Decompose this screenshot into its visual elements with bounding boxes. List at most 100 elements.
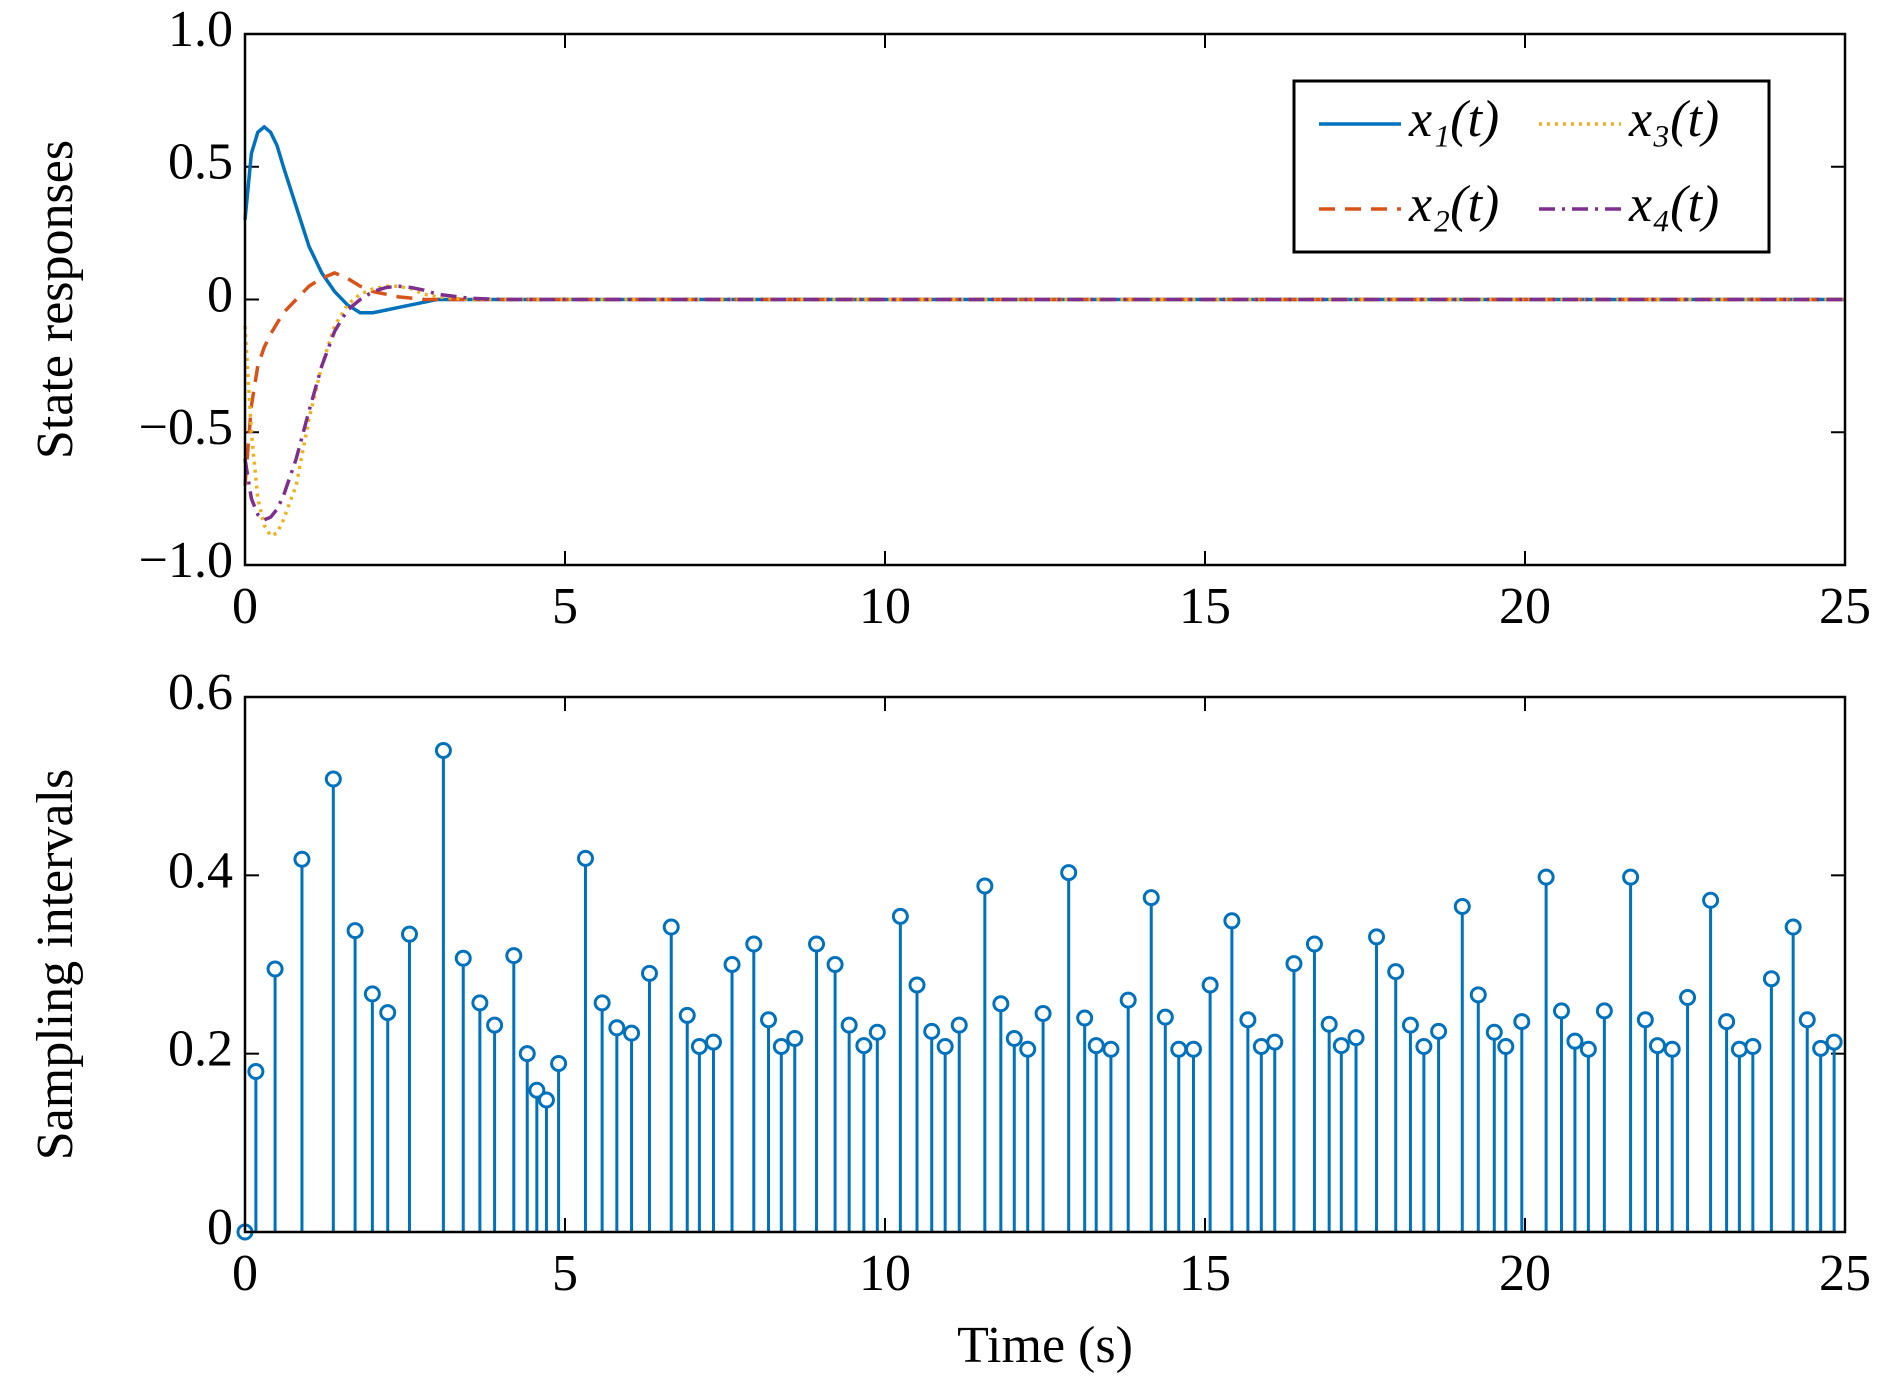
y-tick-label: 0.2 <box>168 1021 233 1078</box>
axes-frame <box>243 695 1847 1234</box>
stem-marker <box>1762 970 1780 988</box>
stem-marker <box>976 877 994 895</box>
stem-marker <box>528 1081 546 1099</box>
stem-marker <box>1102 1040 1120 1058</box>
stem-marker <box>1019 1040 1037 1058</box>
stem-marker <box>537 1091 555 1109</box>
stem-marker <box>1744 1038 1762 1056</box>
x-axis-label: Time (s) <box>957 1317 1133 1374</box>
stem-marker <box>1636 1011 1654 1029</box>
stem-marker <box>1239 1011 1257 1029</box>
stem-marker <box>1812 1039 1830 1057</box>
stem-marker <box>1368 928 1386 946</box>
stem-marker <box>1798 1011 1816 1029</box>
stem-marker <box>1566 1032 1584 1050</box>
stem-marker <box>1119 991 1137 1009</box>
stem-marker <box>1622 868 1640 886</box>
legend-label: x₄(t) <box>1628 176 1719 233</box>
stem-marker <box>1170 1040 1188 1058</box>
stem-marker <box>923 1022 941 1040</box>
stem-marker <box>786 1030 804 1048</box>
stem-marker <box>1648 1037 1666 1055</box>
stem-marker <box>1320 1015 1338 1033</box>
y-axis-label: State responses <box>27 140 84 459</box>
stem-marker <box>576 849 594 867</box>
x-tick-label: 25 <box>1819 578 1871 635</box>
stem-marker <box>623 1024 641 1042</box>
stem-marker <box>486 1016 504 1034</box>
x-tick-label: 5 <box>552 1245 578 1302</box>
series-line <box>243 284 1845 522</box>
x-tick-label: 5 <box>552 578 578 635</box>
stem-marker <box>1784 918 1802 936</box>
x-tick-label: 10 <box>859 578 911 635</box>
x-tick-label: 20 <box>1499 1245 1551 1302</box>
stem-marker <box>690 1038 708 1056</box>
y-tick-label: 0.4 <box>168 842 233 899</box>
stem-marker <box>1156 1008 1174 1026</box>
y-tick-label: 0 <box>207 266 233 323</box>
stem-marker <box>678 1006 696 1024</box>
series-line <box>243 284 1845 538</box>
stem-marker <box>1401 1016 1419 1034</box>
y-tick-label: 0.5 <box>168 134 233 191</box>
stem-marker <box>1679 988 1697 1006</box>
stem-marker <box>1825 1033 1843 1051</box>
x-tick-label: 25 <box>1819 1245 1871 1302</box>
stem-marker <box>950 1016 968 1034</box>
stem-marker <box>1537 868 1555 886</box>
stem-marker <box>826 956 844 973</box>
stem-marker <box>1252 1038 1270 1056</box>
stem-marker <box>1453 898 1471 916</box>
y-tick-label: 0 <box>207 1199 233 1256</box>
stem-marker <box>1347 1029 1365 1047</box>
stem-marker <box>1223 912 1241 930</box>
stem-marker <box>1702 891 1720 909</box>
stem-marker <box>868 1023 886 1041</box>
stem-marker <box>723 956 741 973</box>
stem-marker <box>1430 1022 1448 1040</box>
stem-marker <box>662 918 680 936</box>
stem-marker <box>1469 986 1487 1004</box>
stem-marker <box>550 1054 568 1072</box>
y-tick-label: 1.0 <box>168 1 233 58</box>
stem-marker <box>1579 1040 1597 1058</box>
stem-marker <box>1513 1013 1531 1031</box>
stem-marker <box>1076 1009 1094 1027</box>
stem-marker <box>1332 1037 1350 1055</box>
stem-marker <box>855 1037 873 1055</box>
stem-marker <box>936 1038 954 1056</box>
y-tick-label: −1.0 <box>139 532 233 589</box>
stem-marker <box>704 1033 722 1051</box>
stem-marker <box>1184 1040 1202 1058</box>
stem-marker <box>1730 1040 1748 1058</box>
stem-marker <box>808 935 826 953</box>
stem-marker <box>505 947 523 965</box>
stem-marker <box>1266 1033 1284 1051</box>
axes-frame <box>243 32 1847 567</box>
x-tick-label: 10 <box>859 1245 911 1302</box>
stem-marker <box>1142 889 1160 907</box>
x-tick-label: 0 <box>232 1245 258 1302</box>
y-axis-label: Sampling intervals <box>27 769 84 1160</box>
stem-marker <box>363 985 381 1003</box>
legend-label: x₃(t) <box>1628 91 1719 148</box>
legend-label: x₁(t) <box>1408 91 1499 148</box>
x-tick-label: 15 <box>1179 1245 1231 1302</box>
stem-marker <box>247 1063 265 1080</box>
y-tick-label: 0.6 <box>168 664 233 721</box>
stem-marker <box>891 907 909 925</box>
stem-marker <box>1718 1013 1736 1031</box>
stem-marker <box>840 1016 858 1034</box>
stem-marker <box>1663 1040 1681 1058</box>
axes: 0 5 10 15 20 25 0 0.2 0.4 0.6 Sampling intervals Ti… <box>27 664 1871 1374</box>
stem-marker <box>908 976 926 994</box>
y-tick-label: −0.5 <box>139 399 233 456</box>
stem-marker <box>471 994 489 1012</box>
stem-marker <box>1305 935 1323 953</box>
x-tick-label: 15 <box>1179 578 1231 635</box>
x-tick-label: 0 <box>232 578 258 635</box>
stem-marker <box>593 994 611 1012</box>
legend-box <box>1292 79 1771 254</box>
